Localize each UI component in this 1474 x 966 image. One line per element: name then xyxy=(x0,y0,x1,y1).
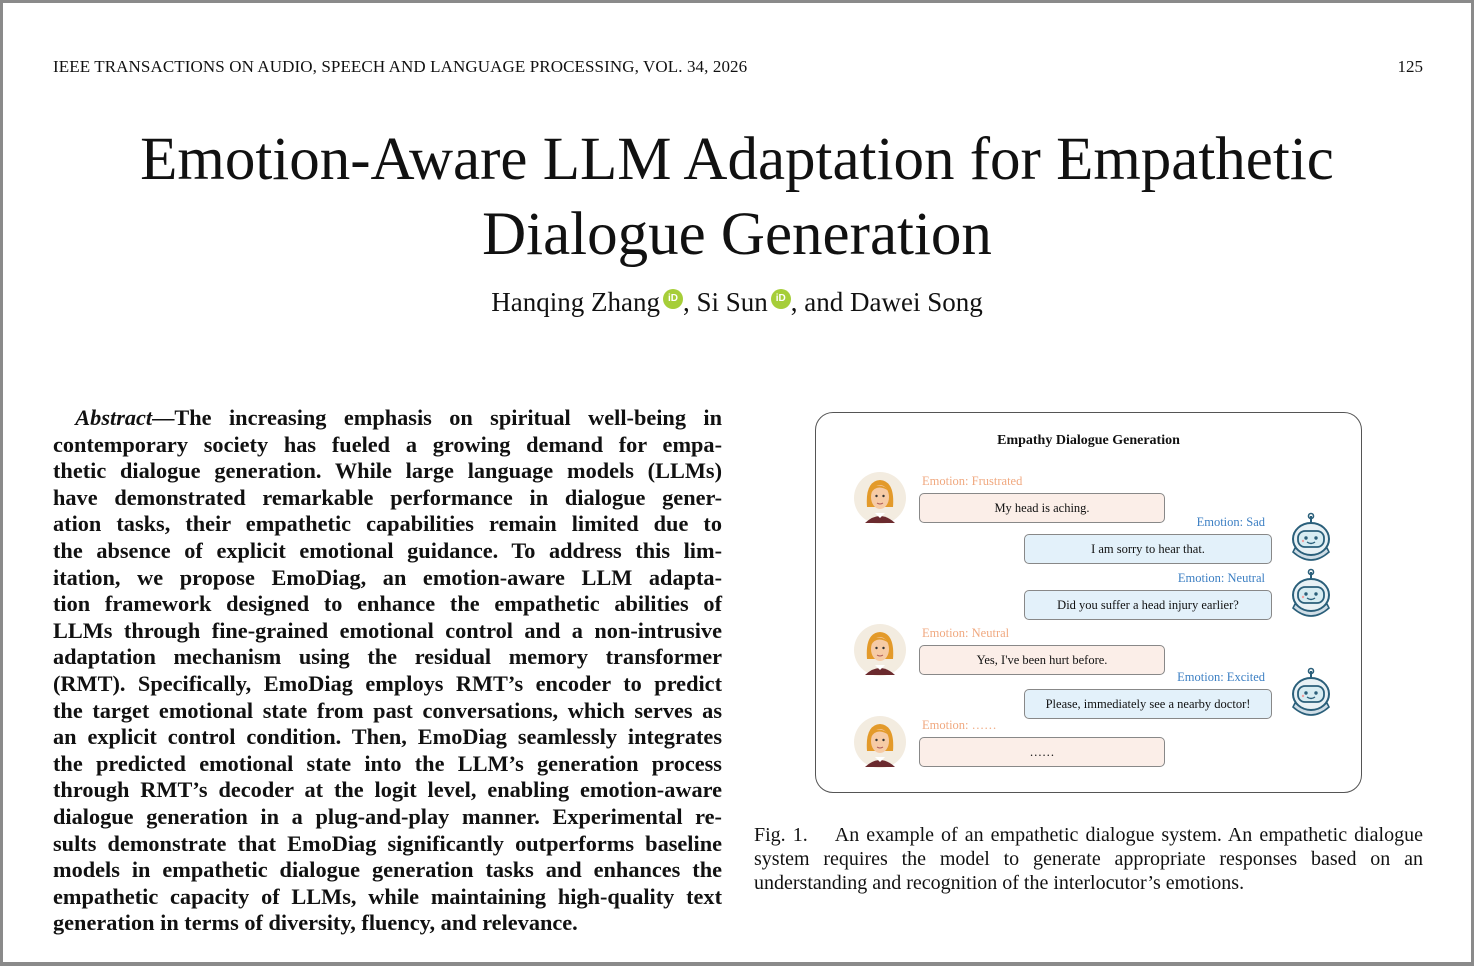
abstract-line: the predicted emotional state into the L… xyxy=(53,750,722,776)
abstract-line: thetic dialogue generation. While large … xyxy=(53,458,722,484)
abstract-line: tion framework designed to enhance the e… xyxy=(53,591,722,617)
figure-caption: Fig. 1. An example of an empathetic dial… xyxy=(754,823,1423,895)
abstract-line: LLMs through fine-grained emotional cont… xyxy=(53,617,722,643)
abstract: Abstract—The increasing emphasis on spir… xyxy=(53,405,722,937)
abstract-line: an explicit control condition. Then, Emo… xyxy=(53,724,722,750)
abstract-line: (RMT). Specifically, EmoDiag employs RMT… xyxy=(53,670,722,696)
emotion-label: Emotion: Neutral xyxy=(1177,571,1265,585)
author-list: Hanqing Zhang iD, Si Sun iD, and Dawei Son… xyxy=(0,287,1474,318)
author-name: , Si Sun xyxy=(682,287,768,317)
emotion-label: Emotion: …… xyxy=(922,718,997,732)
title-line: Emotion-Aware LLM Adaptation for Empathe… xyxy=(140,126,1334,193)
abstract-line: empathetic capacity of LLMs, while maint… xyxy=(53,883,722,909)
abstract-line: models in empathetic dialogue generation… xyxy=(53,857,722,883)
title-line: Dialogue Generation xyxy=(482,201,992,268)
robot-avatar-icon xyxy=(1284,512,1338,566)
emotion-label: Emotion: Excited xyxy=(1177,670,1265,684)
bot-message-bubble: I am sorry to hear that. xyxy=(1024,534,1272,564)
robot-avatar-icon xyxy=(1284,667,1338,721)
abstract-line: the target emotional state from past con… xyxy=(53,697,722,723)
caption-line: Fig. 1. An example of an empathetic dial… xyxy=(754,824,1423,846)
paper-title: Emotion-Aware LLM Adaptation for Empathe… xyxy=(0,122,1474,272)
abstract-line: have demonstrated remarkable performance… xyxy=(53,484,722,510)
bot-message-bubble: Did you suffer a head injury earlier? xyxy=(1024,590,1272,620)
abstract-label: Abstract xyxy=(75,405,153,430)
human-message-bubble: My head is aching. xyxy=(919,493,1165,523)
figure-1: Empathy Dialogue Generation Emotion: Fru… xyxy=(815,412,1362,793)
abstract-line: through RMT’s decoder at the logit level… xyxy=(53,777,722,803)
abstract-line: contemporary society has fueled a growin… xyxy=(53,431,722,457)
abstract-line: the absence of explicit emotional guidan… xyxy=(53,537,722,563)
author-name: Hanqing Zhang xyxy=(491,287,660,317)
running-header: IEEE TRANSACTIONS ON AUDIO, SPEECH AND L… xyxy=(53,57,748,76)
human-message-bubble: Yes, I've been hurt before. xyxy=(919,645,1165,675)
abstract-line: generation in terms of diversity, fluenc… xyxy=(53,910,578,936)
author-name: , and Dawei Song xyxy=(790,287,983,317)
woman-avatar-icon xyxy=(853,471,907,525)
orcid-icon[interactable]: iD xyxy=(770,289,791,309)
emotion-label: Emotion: Sad xyxy=(1196,515,1265,529)
abstract-line: adaptation mechanism using the residual … xyxy=(53,644,722,670)
woman-avatar-icon xyxy=(853,623,907,677)
orcid-icon[interactable]: iD xyxy=(662,289,683,309)
figure-title: Empathy Dialogue Generation xyxy=(997,433,1180,448)
abstract-line: ation tasks, their empathetic capabiliti… xyxy=(53,511,722,537)
robot-avatar-icon xyxy=(1284,568,1338,622)
human-message-bubble: …… xyxy=(919,737,1165,767)
abstract-line: itation, we propose EmoDiag, an emotion-… xyxy=(53,564,722,590)
abstract-line: dialogue generation in a plug-and-play m… xyxy=(53,803,722,829)
page-number: 125 xyxy=(1397,57,1424,76)
woman-avatar-icon xyxy=(853,715,907,769)
bot-message-bubble: Please, immediately see a nearby doctor! xyxy=(1024,689,1272,719)
abstract-line: sults demonstrate that EmoDiag significa… xyxy=(53,830,722,856)
caption-line: system requires the model to generate ap… xyxy=(754,848,1423,870)
caption-line: understanding and recognition of the int… xyxy=(754,872,1245,894)
emotion-label: Emotion: Neutral xyxy=(922,626,1010,640)
emotion-label: Emotion: Frustrated xyxy=(922,474,1023,488)
abstract-line: Abstract—The increasing emphasis on spir… xyxy=(75,405,722,430)
